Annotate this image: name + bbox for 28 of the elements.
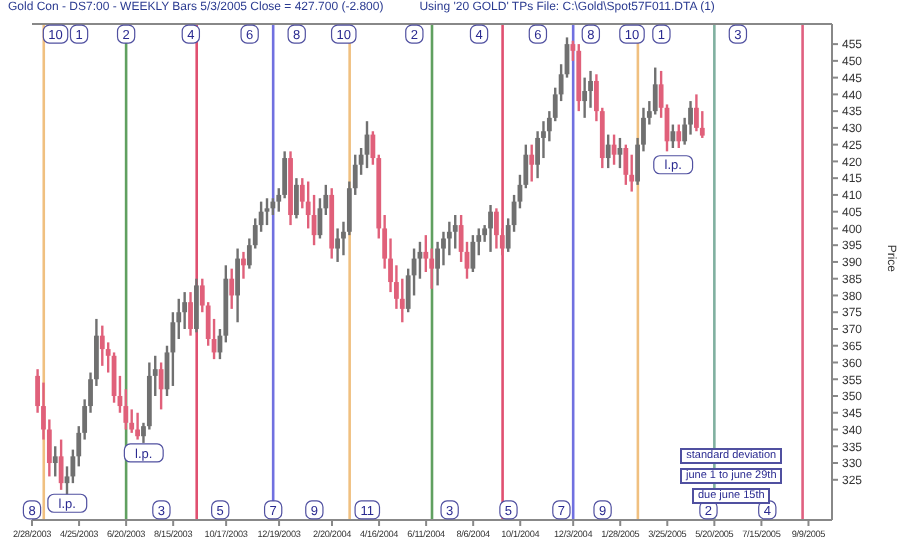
candlestick bbox=[470, 233, 476, 274]
candlestick bbox=[158, 361, 164, 411]
candlestick bbox=[229, 267, 235, 311]
candlestick bbox=[264, 197, 270, 227]
candlestick bbox=[529, 143, 535, 183]
candlestick bbox=[488, 203, 493, 254]
candlestick bbox=[52, 445, 58, 478]
candlestick bbox=[623, 143, 629, 187]
candlestick bbox=[676, 123, 682, 150]
candlestick bbox=[294, 176, 299, 220]
candlestick bbox=[241, 250, 246, 280]
candlestick bbox=[135, 411, 140, 441]
candlestick bbox=[605, 133, 611, 170]
candlestick bbox=[188, 290, 193, 337]
candlestick bbox=[694, 93, 699, 133]
candlestick bbox=[670, 123, 676, 150]
candlestick bbox=[58, 438, 64, 492]
candlestick bbox=[235, 247, 240, 324]
candlestick bbox=[435, 240, 440, 287]
candlestick bbox=[99, 324, 105, 368]
candlestick bbox=[629, 153, 635, 193]
candlestick bbox=[494, 207, 499, 250]
candlestick bbox=[446, 220, 452, 257]
candlestick bbox=[582, 76, 588, 120]
candlestick bbox=[335, 227, 340, 264]
candlestick bbox=[452, 213, 458, 250]
candlestick bbox=[194, 277, 199, 334]
candlestick bbox=[182, 290, 188, 331]
